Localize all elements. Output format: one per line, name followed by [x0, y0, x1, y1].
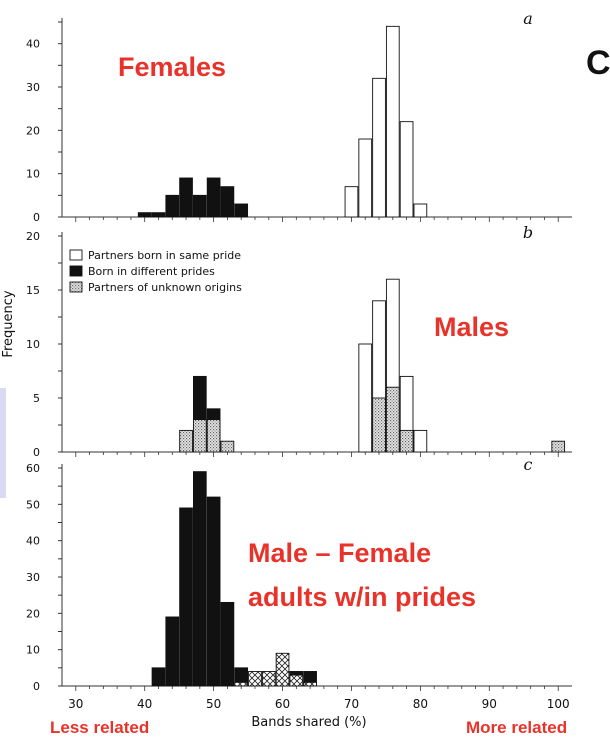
histogram-bar [165, 194, 180, 218]
male-female-annotation-line1: Male – Female [248, 538, 432, 568]
x-axis-title: Bands shared (%) [251, 715, 366, 730]
legend-swatch [69, 249, 83, 261]
y-tick-label: 0 [33, 680, 40, 693]
y-tick-label: 10 [26, 644, 40, 657]
panel-label: b [523, 223, 533, 242]
y-tick-label: 5 [33, 392, 40, 405]
slide-side-accent [0, 388, 6, 498]
x-tick-label: 80 [413, 697, 428, 711]
x-tick-label: 30 [68, 697, 83, 711]
panel-label: c [524, 455, 533, 474]
histogram-bar [151, 667, 166, 687]
legend-swatch [69, 265, 83, 277]
y-tick-label: 10 [26, 338, 40, 351]
y-tick-label: 60 [26, 462, 40, 475]
legend-entry-label: Partners of unknown origins [88, 281, 242, 294]
histogram-bar [206, 177, 221, 218]
x-tick-label: 90 [482, 697, 497, 711]
histogram-bar [399, 429, 414, 453]
histogram-bar [358, 138, 373, 218]
histogram-bar [385, 25, 400, 218]
histogram-bar [372, 397, 386, 453]
x-tick-label: 50 [206, 697, 221, 711]
histogram-bar [344, 186, 359, 218]
histogram-bar [179, 429, 193, 453]
histogram-bar [385, 386, 400, 453]
histogram-bar [206, 419, 221, 453]
y-tick-label: 0 [33, 446, 40, 459]
histogram-bar [399, 121, 414, 218]
legend-box [68, 244, 300, 296]
y-tick-label: 30 [26, 81, 40, 94]
more-related-label: More related [466, 718, 568, 737]
legend-entry-label: Born in different prides [88, 265, 215, 278]
histogram-bar [275, 652, 290, 687]
histogram-bar [151, 212, 166, 218]
less-related-label: Less related [50, 718, 150, 737]
histogram-bar [551, 440, 566, 453]
females-annotation: Females [118, 52, 227, 82]
y-tick-label: 50 [26, 498, 40, 511]
y-tick-label: 20 [26, 230, 40, 243]
y-tick-label: 0 [33, 211, 40, 224]
histogram-bar [372, 77, 386, 218]
y-tick-label: 40 [26, 535, 40, 548]
x-tick-label: 100 [547, 697, 570, 711]
histogram-bar [220, 601, 235, 687]
cut-off-title-letter: C [586, 44, 610, 82]
y-tick-label: 20 [26, 124, 40, 137]
x-tick-label: 70 [344, 697, 359, 711]
histogram-bar [234, 203, 249, 218]
histogram-bar [206, 496, 221, 687]
histogram-bar [303, 681, 317, 687]
x-tick-label: 40 [137, 697, 152, 711]
histogram-bar [289, 674, 304, 687]
histogram-bar [261, 671, 276, 687]
male-female-annotation-line2: adults w/in prides [248, 582, 477, 612]
males-annotation: Males [434, 312, 510, 342]
histogram-bar [413, 429, 428, 453]
histogram-bar [179, 177, 193, 218]
histogram-bar [220, 186, 235, 218]
legend-swatch [69, 281, 83, 293]
histogram-bar [220, 440, 235, 453]
x-tick-label: 60 [275, 697, 290, 711]
y-tick-label: 30 [26, 571, 40, 584]
legend-entry-label: Partners born in same pride [88, 249, 241, 262]
histogram-bar [192, 194, 207, 218]
histogram-bar [413, 203, 428, 218]
y-tick-label: 15 [26, 284, 40, 297]
histogram-bar [248, 671, 262, 687]
histogram-bar [179, 507, 193, 687]
y-tick-label: 20 [26, 607, 40, 620]
panel-label: a [523, 9, 533, 28]
histogram-bar [192, 471, 207, 687]
y-tick-label: 10 [26, 168, 40, 181]
histogram-bar [137, 212, 152, 218]
y-axis-title: Frequency [1, 290, 16, 357]
histogram-bar [358, 343, 373, 453]
y-tick-label: 40 [26, 38, 40, 51]
histogram-bar [192, 419, 207, 453]
histogram-bar [234, 681, 249, 687]
histogram-bar [165, 616, 180, 687]
